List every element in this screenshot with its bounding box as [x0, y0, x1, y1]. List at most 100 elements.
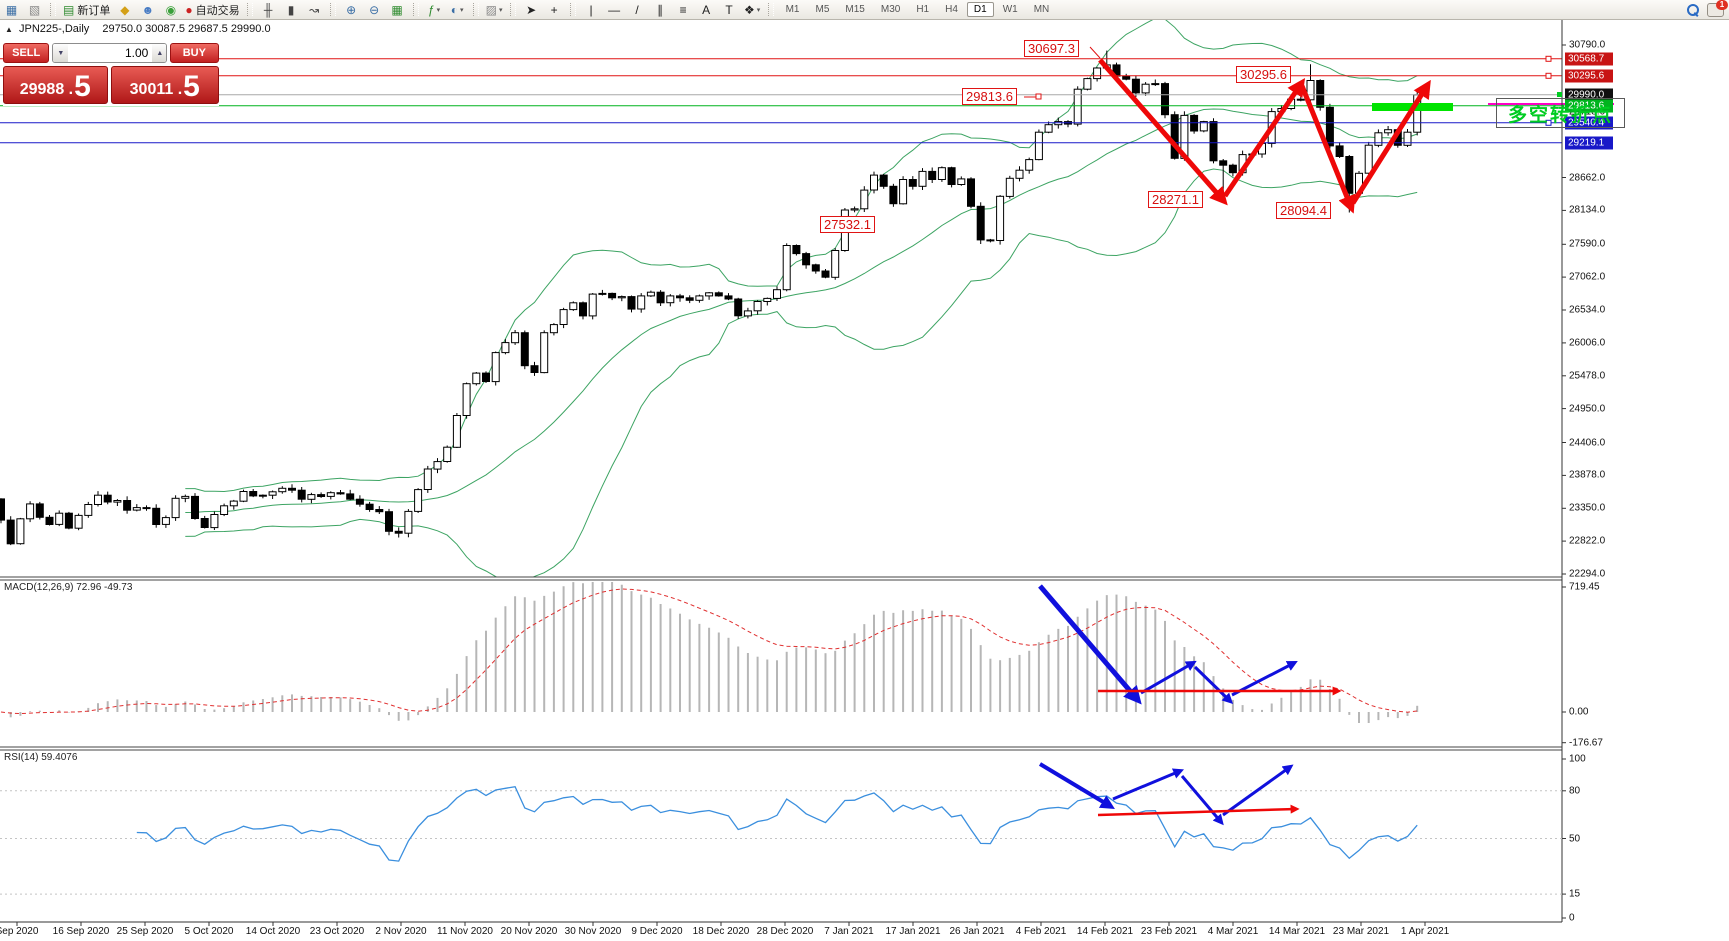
arrows-icon[interactable]: ❖ ▾: [742, 1, 763, 18]
macd-scale-tick: 719.45: [1569, 581, 1600, 593]
volume-increase-button[interactable]: ▲: [152, 44, 166, 62]
history-center-icon: ◆: [120, 2, 130, 17]
fibonacci-icon[interactable]: ≡: [673, 1, 694, 18]
price-axis-badge: 29219.1: [1565, 136, 1613, 150]
date-axis-label: 23 Oct 2020: [309, 926, 365, 937]
price-axis-tick: 30790.0: [1569, 39, 1606, 51]
crosshair-icon[interactable]: +: [544, 1, 565, 18]
channel-icon: ∥: [657, 2, 664, 17]
timeframe-h1[interactable]: H1: [916, 4, 930, 15]
date-axis-label: 30 Nov 2020: [564, 926, 622, 937]
price-axis-tick: 22294.0: [1569, 568, 1606, 580]
buy-price-display[interactable]: 30011 . 5: [110, 66, 219, 104]
horizontal-line-icon[interactable]: —: [604, 1, 625, 18]
toolbar-separator: [246, 3, 253, 16]
toolbar-separator: [412, 3, 419, 16]
zoom-in-icon[interactable]: ⊕: [341, 1, 362, 18]
new-order-icon-label: 新订单: [77, 4, 111, 17]
new-chart-icon[interactable]: ▦: [1, 1, 22, 18]
price-callout-label[interactable]: 27532.1: [820, 216, 875, 233]
metaeditor-icon[interactable]: ☻: [137, 1, 158, 18]
chevron-down-icon[interactable]: ▾: [756, 6, 761, 14]
price-axis-tick: 26006.0: [1569, 337, 1606, 349]
symbol-collapse-icon[interactable]: ▲: [5, 25, 13, 34]
one-click-trade-panel: SELL ▼ ▲ BUY 29988 . 5 30011 . 5: [3, 43, 219, 106]
chevron-down-icon[interactable]: ▾: [499, 6, 503, 14]
tile-windows-icon[interactable]: ▦: [387, 1, 408, 18]
sell-price-display[interactable]: 29988 . 5: [3, 66, 108, 104]
periods-icon[interactable]: ◐ ▾: [447, 1, 468, 18]
price-axis-tick: 24406.0: [1569, 437, 1606, 448]
text-icon[interactable]: A: [696, 1, 717, 18]
toolbar-icons: ▦ ▧ ▤ 新订单 ◆ ☻ ◉ ● 自动交易 ╫ ▮ ↝ ⊕ ⊖ ▦ ƒ ▾ ◐ ▾ ▨ ▾ ➤ + | — / ∥ ≡ A T ❖ ▾: [0, 1, 764, 18]
chart-header: ▲ JPN225-,Daily 29750.0 30087.5 29687.5 …: [5, 23, 271, 35]
bar-chart-icon[interactable]: ╫: [258, 1, 279, 18]
chart-profiles-icon[interactable]: ▧: [24, 1, 45, 18]
timeframe-w1[interactable]: W1: [1002, 4, 1018, 15]
timeframe-m1[interactable]: M1: [785, 4, 800, 15]
price-callout-label[interactable]: 30295.6: [1236, 66, 1291, 83]
history-center-icon[interactable]: ◆: [114, 1, 135, 18]
timeframe-m15[interactable]: M15: [845, 4, 865, 15]
metaeditor-icon: ☻: [141, 2, 155, 17]
toolbar: ▦ ▧ ▤ 新订单 ◆ ☻ ◉ ● 自动交易 ╫ ▮ ↝ ⊕ ⊖ ▦ ƒ ▾ ◐ ▾ ▨ ▾ ➤ + | — / ∥ ≡ A T ❖ ▾ M1…: [0, 0, 1729, 20]
price-axis-tick: 22822.0: [1569, 535, 1606, 547]
templates-icon[interactable]: ▨ ▾: [484, 1, 505, 18]
volume-input[interactable]: [68, 44, 153, 62]
price-axis-tick: 27590.0: [1569, 238, 1606, 250]
date-axis-label: 23 Feb 2021: [1140, 926, 1198, 937]
date-axis-label: 14 Feb 2021: [1076, 926, 1134, 937]
price-callout-label[interactable]: 30697.3: [1024, 40, 1079, 57]
sell-button[interactable]: SELL: [3, 43, 50, 63]
text-label-icon[interactable]: T: [719, 1, 740, 18]
buy-button[interactable]: BUY: [169, 43, 219, 63]
new-order-icon[interactable]: ▤ 新订单: [61, 1, 112, 18]
autotrade-icon[interactable]: ● 自动交易: [183, 1, 241, 18]
timeframe-d1[interactable]: D1: [966, 2, 994, 17]
indicators-icon[interactable]: ƒ ▾: [424, 1, 445, 18]
timeframe-m30[interactable]: M30: [880, 4, 901, 15]
zoom-out-icon[interactable]: ⊖: [364, 1, 385, 18]
chevron-down-icon[interactable]: ▾: [459, 6, 464, 14]
trendline-icon: /: [635, 2, 639, 17]
rsi-scale-tick: 15: [1569, 888, 1581, 900]
price-callout-label[interactable]: 28271.1: [1148, 191, 1203, 208]
notifications-icon[interactable]: 1: [1707, 0, 1728, 17]
toolbar-separator: [329, 3, 336, 16]
volume-decrease-button[interactable]: ▼: [53, 44, 69, 62]
rsi-scale-tick: 0: [1569, 912, 1575, 924]
channel-icon[interactable]: ∥: [650, 1, 671, 18]
date-axis-label: 14 Oct 2020: [245, 926, 301, 937]
note-anchor-handle[interactable]: [1556, 92, 1562, 97]
cursor-icon[interactable]: ➤: [521, 1, 542, 18]
notification-badge: 1: [1716, 0, 1728, 10]
date-axis-label: 16 Sep 2020: [52, 926, 110, 937]
buy-price-big: 5: [183, 70, 200, 103]
timeframe-toolbar: M1 M5 M15 M30 H1 H4 D1 W1 MN: [778, 2, 1058, 17]
vertical-line-icon[interactable]: |: [581, 1, 602, 18]
toolbar-separator: [569, 3, 576, 16]
timeframe-mn[interactable]: MN: [1033, 4, 1050, 15]
line-chart-icon[interactable]: ↝: [304, 1, 325, 18]
candle-chart-icon[interactable]: ▮: [281, 1, 302, 18]
tile-windows-icon: ▦: [391, 2, 403, 17]
signals-icon[interactable]: ◉: [160, 1, 181, 18]
search-icon[interactable]: [1687, 3, 1699, 17]
templates-icon: ▨: [485, 2, 497, 17]
rsi-scale-tick: 50: [1569, 833, 1581, 844]
date-axis-label: 25 Sep 2020: [116, 926, 174, 937]
price-callout-label[interactable]: 29813.6: [962, 88, 1017, 105]
note-text-box[interactable]: 多空转折点: [1496, 98, 1625, 128]
indicators-icon: ƒ: [427, 2, 435, 17]
timeframe-h4[interactable]: H4: [945, 4, 958, 15]
date-axis-label: 20 Nov 2020: [500, 926, 558, 937]
date-axis-label: 17 Jan 2021: [885, 926, 941, 937]
sell-price-small: 29988 .: [19, 81, 74, 98]
price-callout-label[interactable]: 28094.4: [1276, 202, 1331, 219]
chevron-down-icon[interactable]: ▾: [436, 6, 441, 14]
trendline-icon[interactable]: /: [627, 1, 648, 18]
date-axis-label: 14 Mar 2021: [1268, 926, 1326, 937]
timeframe-m5[interactable]: M5: [815, 4, 830, 15]
